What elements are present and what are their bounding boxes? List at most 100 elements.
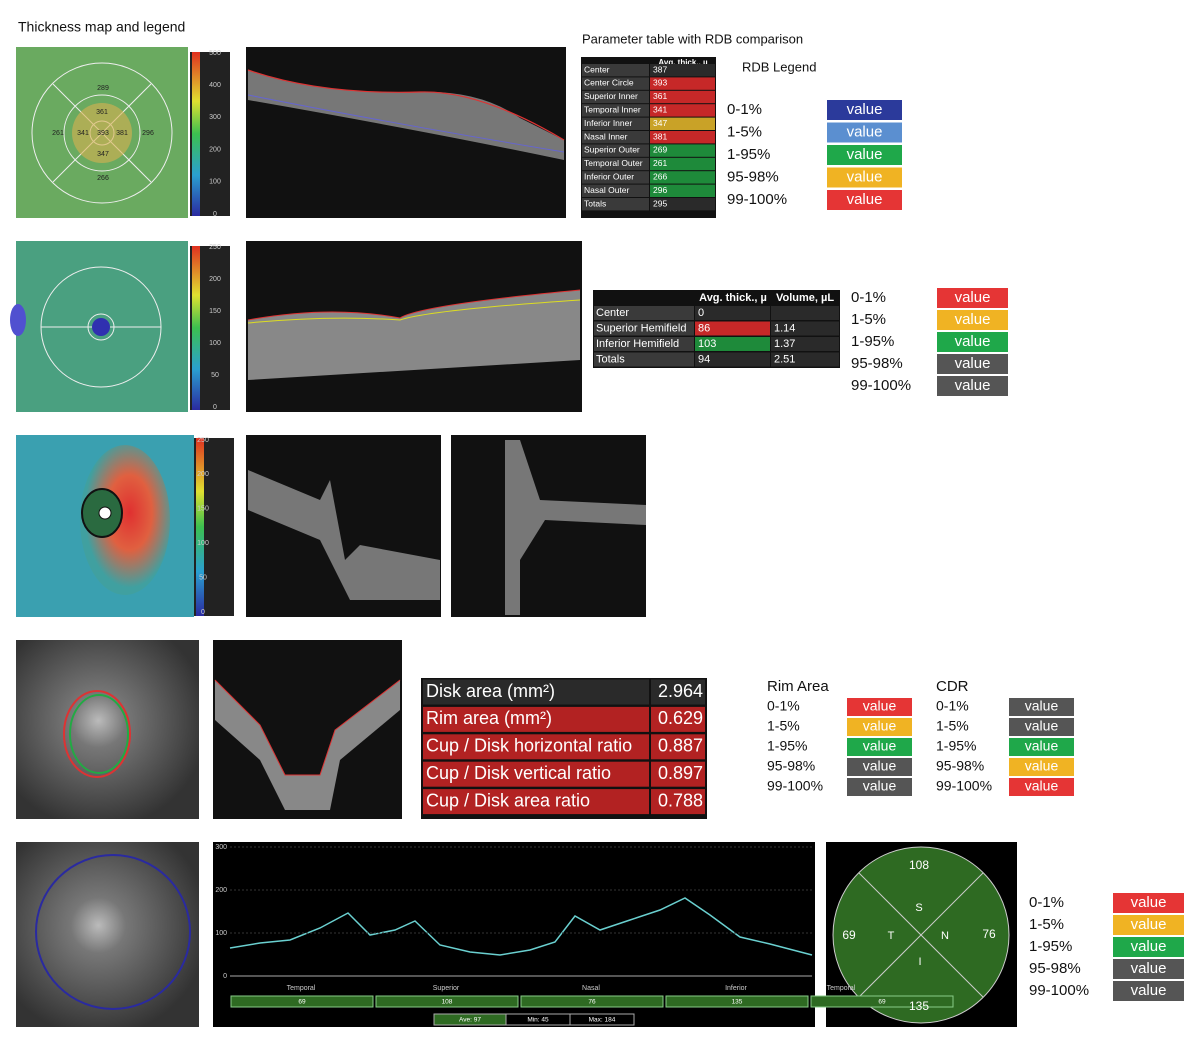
legend-value: value: [863, 718, 897, 734]
volume-cell: [771, 306, 839, 320]
legend-range: 1-5%: [1029, 916, 1064, 933]
legend-swatch: [937, 288, 1008, 308]
name-cell: [582, 171, 649, 184]
sector-box: [230, 995, 374, 1008]
legend-swatch: [847, 698, 912, 716]
legend-title: RDB Legend: [742, 59, 816, 74]
sector-box: [375, 995, 519, 1008]
scale-label: 200: [209, 276, 221, 283]
sector-value: 76: [588, 999, 596, 1006]
row-name: Inferior Outer: [584, 171, 634, 181]
legend-value: value: [847, 101, 883, 118]
y-tick-label: 100: [215, 930, 227, 937]
legend-range: 0-1%: [727, 101, 762, 118]
legend-swatch: [827, 122, 902, 143]
scale-label: 250: [209, 244, 221, 251]
legend-value: value: [955, 311, 991, 328]
sector-name: Superior: [433, 985, 460, 992]
legend-range: 1-95%: [851, 333, 894, 350]
legend-value: value: [1025, 698, 1059, 714]
legend-swatch: [1113, 915, 1184, 935]
scale-label: 150: [197, 506, 209, 513]
sector-name: Nasal: [582, 985, 600, 992]
legend-value: value: [1025, 778, 1059, 794]
table-header: Volume, µL: [776, 292, 834, 304]
scale-label: 300: [209, 114, 221, 121]
volume-cell: [771, 337, 839, 351]
row-name: Disk area (mm²): [426, 681, 555, 701]
stat: Min: 45: [527, 1017, 549, 1024]
circle-value: 76: [982, 927, 996, 941]
legend-swatch: [1113, 981, 1184, 1001]
legend-range: 0-1%: [767, 698, 800, 714]
name-cell: [582, 184, 649, 197]
scale-label: 500: [209, 50, 221, 57]
value-cell: [651, 734, 705, 760]
legend-range: 0-1%: [936, 698, 969, 714]
legend-range: 95-98%: [727, 168, 779, 185]
thickness-cell: [695, 306, 770, 320]
row-name: Center: [596, 307, 629, 319]
legend-range: 99-100%: [936, 778, 992, 794]
row-value: 0.887: [658, 736, 703, 756]
legend-value: value: [955, 377, 991, 394]
name-cell: [594, 321, 694, 336]
map-value: 381: [116, 130, 128, 137]
legend-swatch: [937, 354, 1008, 374]
legend-range: 95-98%: [851, 355, 903, 372]
row-name: Center Circle: [584, 78, 634, 88]
legend-swatch: [1009, 718, 1074, 736]
sector-value: 135: [732, 999, 743, 1006]
row-name: Totals: [596, 353, 625, 365]
row-thickness: 86: [698, 322, 710, 334]
legend-value: value: [863, 738, 897, 754]
stat: Ave: 97: [459, 1017, 481, 1024]
legend-value: value: [955, 355, 991, 372]
volume-cell: [771, 321, 839, 336]
legend-swatch: [847, 758, 912, 776]
row-value: 0.629: [658, 708, 703, 728]
value-cell: [650, 171, 715, 184]
row-value: 341: [653, 104, 667, 114]
legend-swatch: [1009, 778, 1074, 796]
row-volume: 2.51: [774, 353, 795, 365]
legend-value: value: [1131, 982, 1167, 999]
legend-title: CDR: [936, 678, 969, 695]
legend-swatch: [827, 100, 902, 120]
row-name: Temporal Outer: [584, 158, 643, 168]
legend-range: 0-1%: [1029, 894, 1064, 911]
legend-value: value: [1131, 938, 1167, 955]
row-name: Rim area (mm²): [426, 708, 552, 728]
legend-swatch: [937, 376, 1008, 396]
sector-value: 69: [298, 999, 306, 1006]
legend-range: 1-95%: [727, 146, 770, 163]
row-value: 381: [653, 131, 667, 141]
circle-value: 108: [909, 858, 929, 872]
legend-swatch: [1009, 738, 1074, 756]
legend-swatch: [827, 190, 902, 210]
map-value: 393: [97, 130, 109, 137]
circle-value: 135: [909, 999, 929, 1013]
sector-name: Temporal: [287, 985, 316, 992]
row-name: Superior Inner: [584, 91, 638, 101]
y-tick-label: 300: [215, 844, 227, 851]
name-cell: [582, 157, 649, 171]
circle-letter: I: [918, 956, 921, 968]
sector-box: [665, 995, 809, 1008]
name-cell: [423, 706, 649, 732]
legend-value: value: [863, 778, 897, 794]
name-cell: [594, 306, 694, 320]
name-cell: [423, 679, 649, 705]
row-name: Temporal Inner: [584, 104, 641, 114]
row-name: Inferior Inner: [584, 118, 632, 128]
value-cell: [651, 706, 705, 732]
name-cell: [582, 90, 649, 104]
value-cell: [650, 117, 715, 130]
value-cell: [650, 77, 715, 90]
name-cell: [423, 789, 649, 815]
legend-range: 1-95%: [1029, 938, 1072, 955]
row-name: Cup / Disk horizontal ratio: [426, 736, 632, 756]
row-value: 295: [653, 198, 667, 208]
legend-value: value: [1025, 758, 1059, 774]
legend-range: 1-95%: [936, 738, 976, 754]
